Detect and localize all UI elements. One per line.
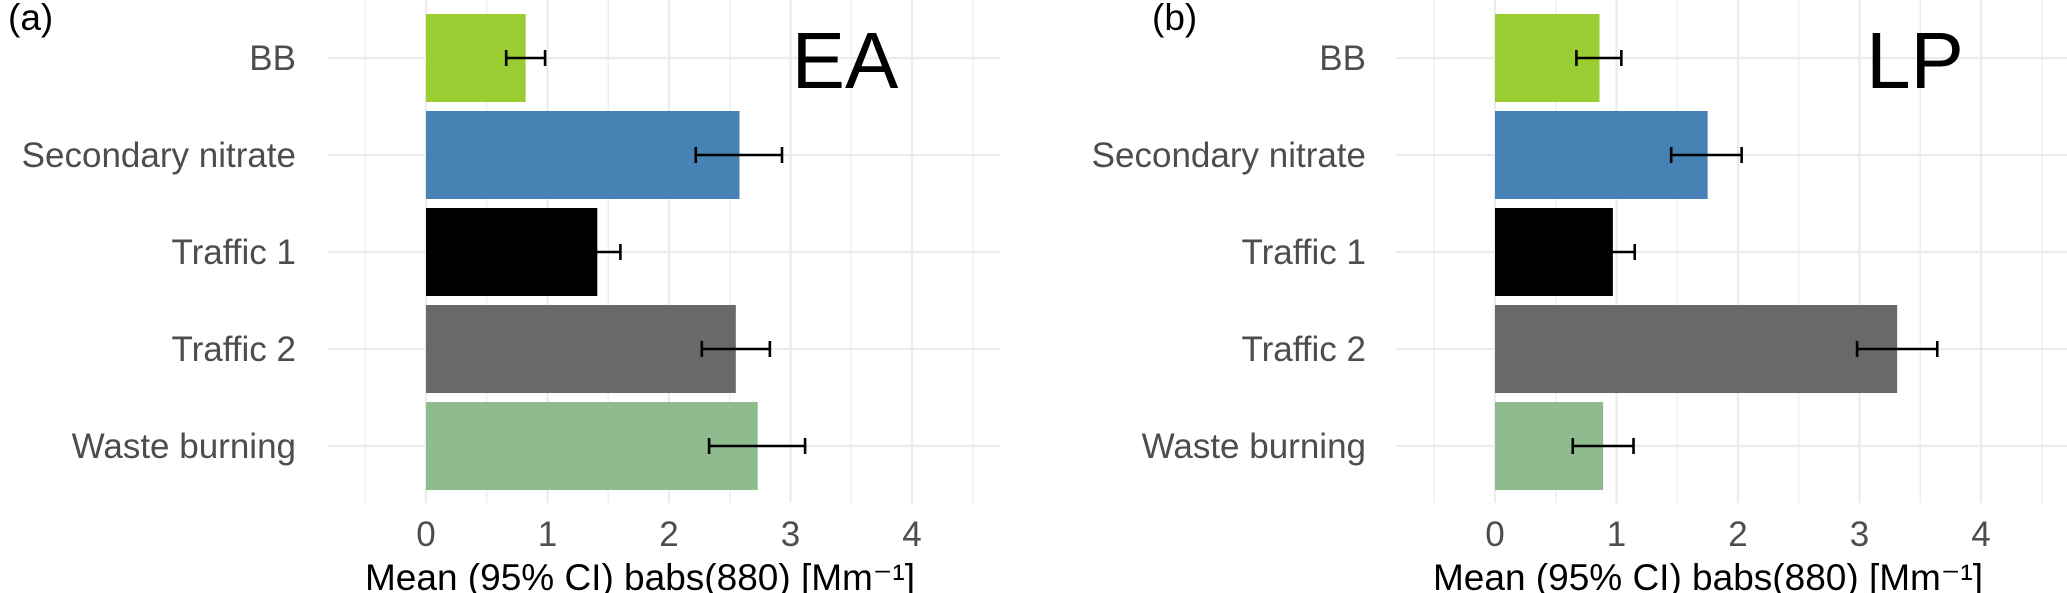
category-label: Secondary nitrate xyxy=(1092,136,1366,175)
x-tick-label: 3 xyxy=(1850,515,1869,554)
bar-traffic-2 xyxy=(1495,305,1898,393)
bar-traffic-2 xyxy=(426,305,736,393)
x-tick-label: 0 xyxy=(416,515,435,554)
chart-panel-a: BB Secondary nitrate Traffic 1 Traffic 2 Was… xyxy=(8,0,1000,593)
category-label: Traffic 1 xyxy=(172,233,296,272)
category-label: Traffic 2 xyxy=(1242,330,1366,369)
category-label: BB xyxy=(1319,39,1366,78)
category-label: Traffic 2 xyxy=(172,330,296,369)
category-label: Traffic 1 xyxy=(1242,233,1366,272)
bar-secondary-nitrate xyxy=(426,111,740,199)
panel-tag: (a) xyxy=(8,0,53,38)
category-label: BB xyxy=(249,39,296,78)
x-tick-label: 2 xyxy=(1728,515,1747,554)
x-axis-title: Mean (95% CI) babs(880) [Mm⁻¹] xyxy=(365,557,915,593)
x-tick-label: 2 xyxy=(659,515,678,554)
category-label: Waste burning xyxy=(1142,427,1366,466)
x-tick-label: 1 xyxy=(538,515,557,554)
x-tick-label: 0 xyxy=(1485,515,1504,554)
category-label: Waste burning xyxy=(72,427,296,466)
x-tick-label: 1 xyxy=(1607,515,1626,554)
panel-title: LP xyxy=(1866,16,1964,105)
panel-title: EA xyxy=(792,16,899,105)
x-tick-label: 4 xyxy=(1971,515,1990,554)
x-tick-label: 3 xyxy=(781,515,800,554)
x-axis-title: Mean (95% CI) babs(880) [Mm⁻¹] xyxy=(1433,557,1983,593)
bar-waste-burning xyxy=(426,402,758,490)
bar-traffic-1 xyxy=(426,208,598,296)
panel-tag: (b) xyxy=(1152,0,1197,38)
x-tick-label: 4 xyxy=(902,515,921,554)
chart-panel-b: BB Secondary nitrate Traffic 1 Traffic 2 Was… xyxy=(1092,0,2067,593)
category-label: Secondary nitrate xyxy=(22,136,296,175)
